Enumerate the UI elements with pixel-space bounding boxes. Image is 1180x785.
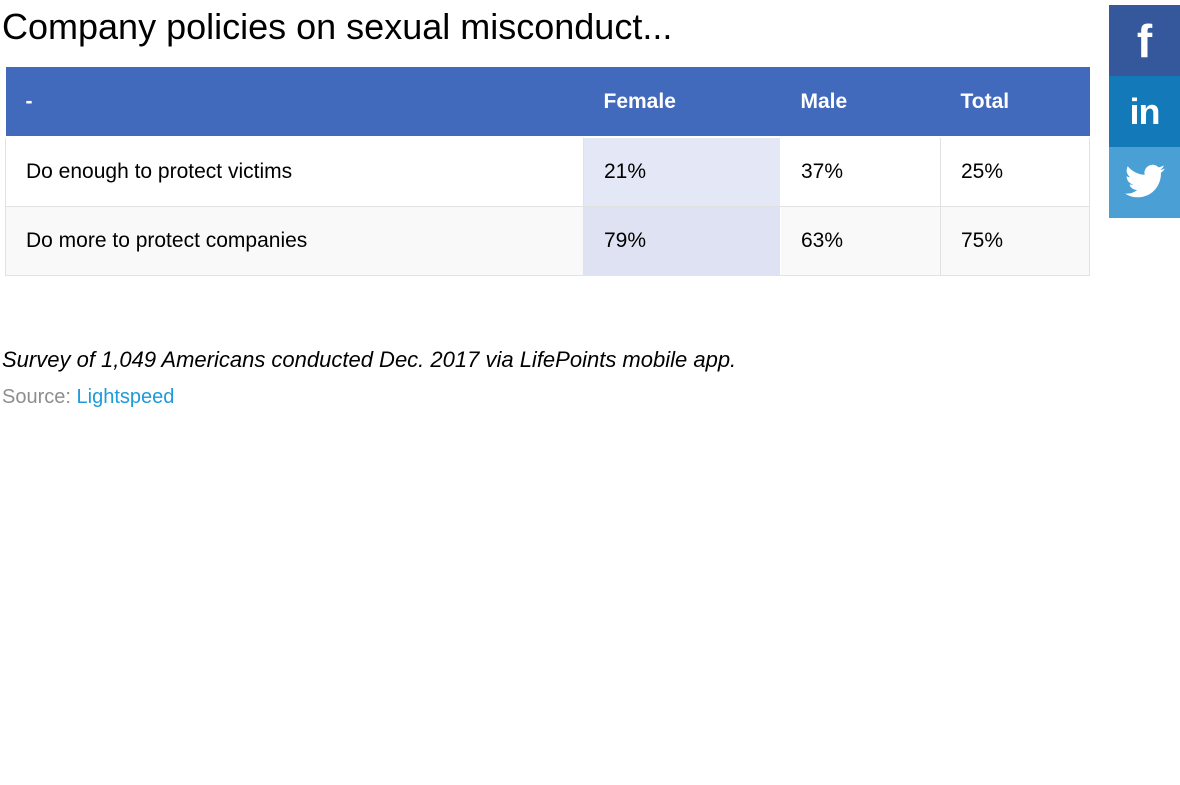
- facebook-icon: f: [1136, 14, 1153, 67]
- row-label: Do more to protect companies: [5, 205, 584, 276]
- page: Company policies on sexual misconduct...…: [0, 5, 1180, 785]
- source-label: Source:: [2, 385, 71, 408]
- column-header-statement: -: [5, 67, 584, 139]
- table-row: Do enough to protect victims 21% 37% 25%: [5, 136, 1090, 207]
- linkedin-icon: in: [1129, 90, 1161, 132]
- table-row: Do more to protect companies 79% 63% 75%: [5, 205, 1090, 276]
- linkedin-share-button[interactable]: in: [1109, 76, 1180, 147]
- table-header: - Female Male Total: [5, 67, 1090, 139]
- twitter-share-button[interactable]: [1109, 147, 1180, 218]
- survey-table: - Female Male Total Do enough to protect…: [5, 67, 1090, 276]
- page-title: Company policies on sexual misconduct...: [2, 6, 673, 47]
- survey-note: Survey of 1,049 Americans conducted Dec.…: [2, 346, 737, 372]
- cell-male: 37%: [780, 136, 941, 207]
- cell-female: 21%: [583, 136, 781, 207]
- row-label: Do enough to protect victims: [5, 136, 584, 207]
- cell-female: 79%: [583, 205, 781, 276]
- source-line: Source: Lightspeed: [2, 386, 1180, 409]
- cell-total: 75%: [940, 205, 1090, 276]
- column-header-male: Male: [780, 67, 941, 139]
- column-header-female: Female: [583, 67, 781, 139]
- header-row: - Female Male Total: [5, 67, 1090, 139]
- twitter-icon: [1124, 161, 1165, 204]
- cell-male: 63%: [780, 205, 941, 276]
- share-rail: f in: [1109, 5, 1180, 218]
- cell-total: 25%: [940, 136, 1090, 207]
- source-link[interactable]: Lightspeed: [76, 385, 175, 408]
- facebook-share-button[interactable]: f: [1109, 5, 1180, 76]
- column-header-total: Total: [940, 67, 1090, 139]
